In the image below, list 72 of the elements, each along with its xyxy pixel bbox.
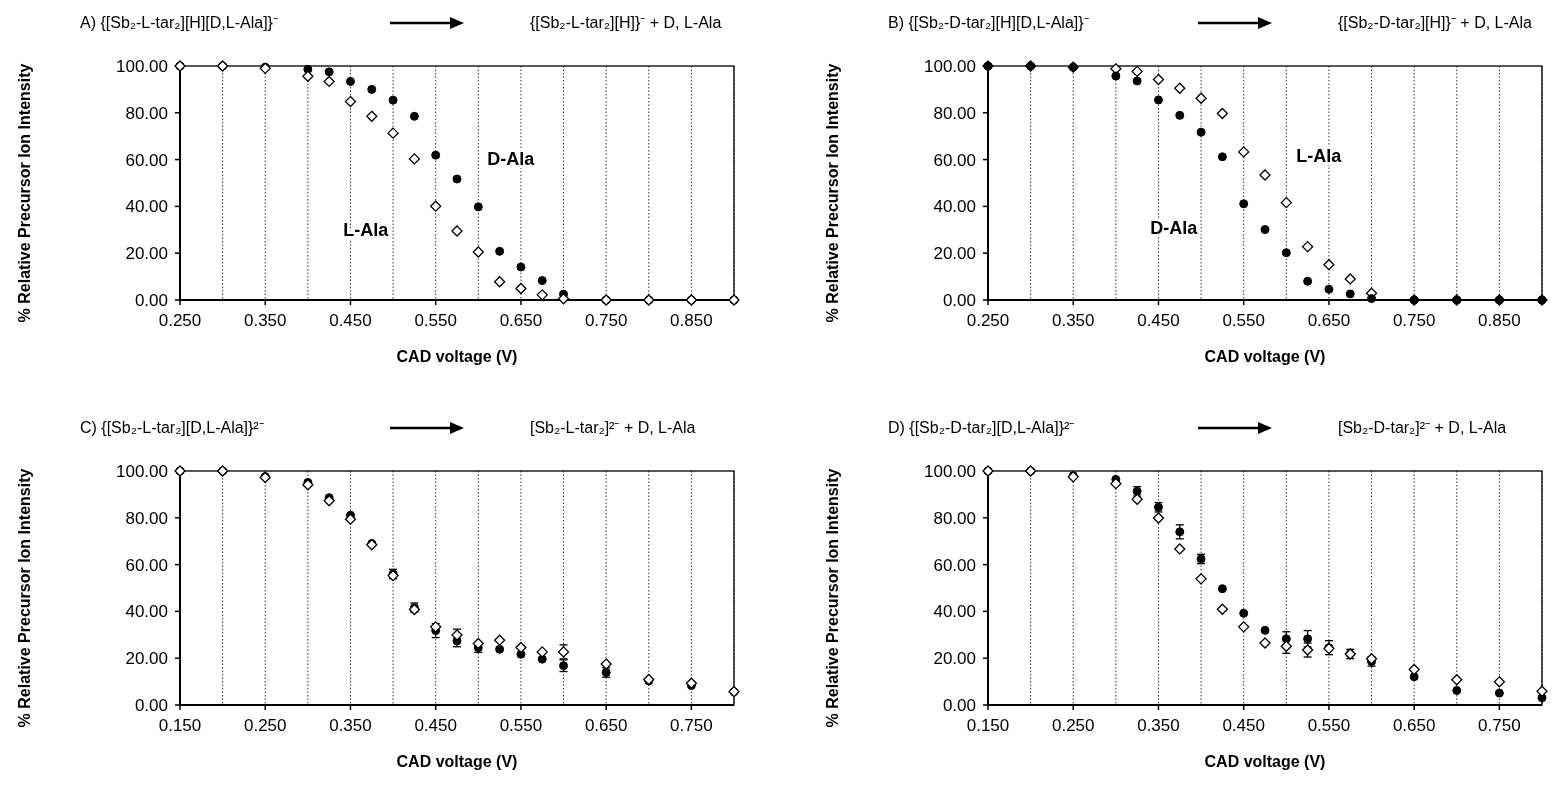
- y-tick-label: 80.00: [125, 103, 168, 123]
- y-tick-label: 40.00: [933, 197, 976, 217]
- x-tick-label: 0.450: [414, 716, 457, 735]
- x-tick-label: 0.750: [1392, 311, 1436, 330]
- x-tick-label: 0.750: [1478, 716, 1521, 735]
- y-tick-label: 100.00: [924, 57, 976, 76]
- x-axis-title: CAD voltage (V): [396, 348, 518, 365]
- y-tick-label: 40.00: [933, 602, 976, 622]
- x-tick-label: 0.150: [158, 716, 202, 735]
- text: D-Ala: [1150, 217, 1199, 238]
- y-tick-label: 80.00: [125, 508, 168, 528]
- x-tick-label: 0.550: [414, 311, 457, 330]
- y-tick-label: 20.00: [933, 649, 976, 669]
- y-tick-label: 20.00: [125, 244, 168, 264]
- chart-title: B) {[Sb₂-D-tar₂][H][D,L-Ala]}⁻: [888, 14, 1089, 31]
- x-tick-label: 0.250: [1051, 716, 1095, 735]
- x-tick-label: 0.250: [158, 311, 202, 330]
- y-axis-title: % Relative Precursor Ion Intensity: [824, 63, 841, 323]
- x-tick-label: 0.650: [1392, 716, 1436, 735]
- y-tick-label: 40.00: [125, 197, 168, 217]
- chart-subtitle: [Sb₂-L-tar₂]²⁻ + D, L-Ala: [530, 419, 696, 436]
- x-tick-label: 0.350: [1051, 311, 1095, 330]
- text: L-Ala: [343, 220, 390, 241]
- chart-title: A) {[Sb₂-L-tar₂][H][D,L-Ala]}⁻: [80, 14, 278, 31]
- series-label: L-Ala: [1296, 145, 1343, 166]
- x-axis-title: CAD voltage (V): [1204, 753, 1326, 770]
- y-tick-label: 40.00: [125, 602, 168, 622]
- y-tick-label: 20.00: [125, 649, 168, 669]
- x-tick-label: 0.350: [1137, 716, 1180, 735]
- x-axis-title: CAD voltage (V): [1204, 348, 1326, 365]
- x-axis-title: CAD voltage (V): [396, 753, 518, 770]
- y-axis-title: % Relative Precursor Ion Intensity: [824, 468, 841, 728]
- x-tick-label: 0.650: [499, 311, 543, 330]
- y-tick-label: 100.00: [116, 57, 168, 76]
- x-tick-label: 0.450: [329, 311, 372, 330]
- y-tick-label: 20.00: [933, 244, 976, 264]
- x-tick-label: 0.450: [1222, 716, 1265, 735]
- y-axis-title: % Relative Precursor Ion Intensity: [16, 468, 33, 728]
- y-tick-label: 0.00: [942, 696, 976, 715]
- chart-title: D) {[Sb₂-D-tar₂][D,L-Ala]}²⁻: [888, 419, 1075, 436]
- x-tick-label: 0.450: [1137, 311, 1180, 330]
- x-tick-label: 0.650: [584, 716, 628, 735]
- x-tick-label: 0.750: [584, 311, 628, 330]
- y-tick-label: 100.00: [924, 462, 976, 481]
- x-tick-label: 0.350: [243, 311, 287, 330]
- chart-title: C) {[Sb₂-L-tar₂][D,L-Ala]}²⁻: [80, 419, 264, 436]
- y-axis-title: % Relative Precursor Ion Intensity: [16, 63, 33, 323]
- x-tick-label: 0.850: [1478, 311, 1521, 330]
- x-tick-label: 0.150: [966, 716, 1010, 735]
- x-tick-label: 0.750: [670, 716, 713, 735]
- y-tick-label: 0.00: [942, 291, 976, 310]
- y-tick-label: 60.00: [933, 555, 976, 575]
- chart-subtitle: {[Sb₂-L-tar₂][H]}⁻ + D, L-Ala: [530, 14, 722, 31]
- y-tick-label: 80.00: [933, 508, 976, 528]
- x-tick-label: 0.550: [1222, 311, 1265, 330]
- y-tick-label: 80.00: [933, 103, 976, 123]
- x-tick-label: 0.250: [966, 311, 1010, 330]
- y-tick-label: 0.00: [134, 291, 168, 310]
- x-tick-label: 0.550: [499, 716, 543, 735]
- x-tick-label: 0.350: [329, 716, 372, 735]
- y-tick-label: 60.00: [933, 150, 976, 170]
- x-tick-label: 0.550: [1307, 716, 1351, 735]
- y-tick-label: 0.00: [134, 696, 168, 715]
- y-tick-label: 100.00: [116, 462, 168, 481]
- chart-subtitle: [Sb₂-D-tar₂]²⁻ + D, L-Ala: [1338, 419, 1507, 436]
- series-label: D-Ala: [487, 149, 536, 170]
- x-tick-label: 0.650: [1307, 311, 1351, 330]
- x-tick-label: 0.250: [243, 716, 287, 735]
- chart-subtitle: {[Sb₂-D-tar₂][H]}⁻ + D, L-Ala: [1338, 14, 1533, 31]
- x-tick-label: 0.850: [670, 311, 713, 330]
- y-tick-label: 60.00: [125, 555, 168, 575]
- y-tick-label: 60.00: [125, 150, 168, 170]
